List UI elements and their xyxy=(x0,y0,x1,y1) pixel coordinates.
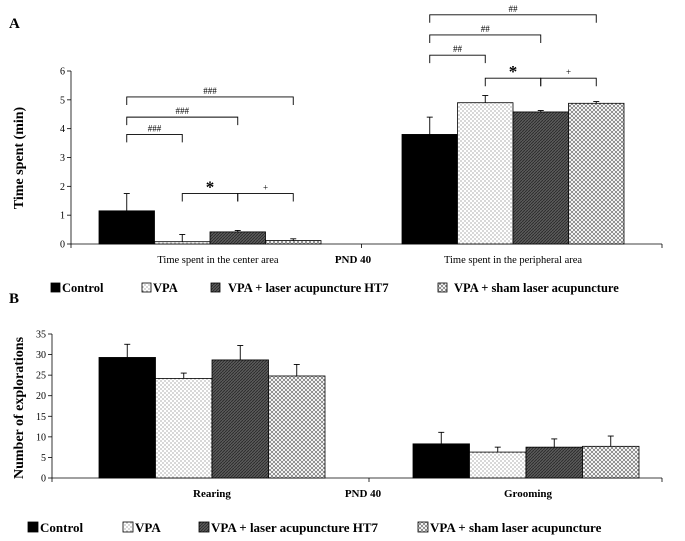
y-tick-label: 1 xyxy=(60,211,65,222)
significance-label: + xyxy=(263,183,268,193)
panel-b-label: B xyxy=(9,291,19,307)
panel-a-category-peripheral: Time spent in the peripheral area xyxy=(444,255,582,266)
panel-a-bars xyxy=(98,95,625,245)
legend-a-laser: VPA + laser acupuncture HT7 xyxy=(228,281,389,295)
significance-bracket xyxy=(429,14,597,23)
significance-bracket xyxy=(429,54,486,64)
bar-control-0 xyxy=(98,210,155,245)
panel-b-category-rearing: Rearing xyxy=(193,488,231,500)
panel-b-bars xyxy=(98,343,640,479)
legend-b-sham: VPA + sham laser acupuncture xyxy=(430,520,602,535)
bar-vpa-0 xyxy=(154,241,211,245)
panel-b-category-grooming: Grooming xyxy=(504,488,553,500)
y-tick-label: 0 xyxy=(41,474,46,485)
panel-a-y-axis-title: Time spent (min) xyxy=(12,106,27,209)
y-tick-label: 5 xyxy=(41,453,46,464)
legend-b-swatch-vpa xyxy=(122,521,134,533)
bar-vpa-0 xyxy=(155,378,213,479)
legend-b-swatch-sham xyxy=(417,521,429,533)
bar-control-0 xyxy=(98,357,156,479)
legend-a-control: Control xyxy=(62,281,104,295)
legend-b-swatch-laser xyxy=(198,521,210,533)
y-tick-label: 2 xyxy=(60,182,65,193)
significance-label: ## xyxy=(481,24,491,34)
y-tick-label: 20 xyxy=(36,391,46,402)
y-tick-label: 35 xyxy=(36,330,46,341)
y-tick-label: 4 xyxy=(60,124,65,135)
bar-vpa-sham-laser-acupuncture-0 xyxy=(265,240,322,245)
significance-label: * xyxy=(509,62,518,81)
legend-a-vpa: VPA xyxy=(153,281,178,295)
bar-vpa-laser-acupuncture-ht7-1 xyxy=(512,111,569,245)
panel-a-legend: Control VPA VPA + laser acupuncture HT7 … xyxy=(50,281,619,295)
bar-vpa-sham-laser-acupuncture-1 xyxy=(582,445,640,479)
significance-bracket xyxy=(237,193,294,202)
panel-a-category-center: Time spent in the center area xyxy=(157,255,279,266)
significance-label: ### xyxy=(148,123,162,133)
significance-label: ### xyxy=(176,106,190,116)
bar-vpa-1 xyxy=(469,451,527,479)
significance-label: + xyxy=(566,67,571,77)
y-tick-label: 25 xyxy=(36,371,46,382)
panel-a-x-axis-title: PND 40 xyxy=(335,254,372,266)
significance-label: ## xyxy=(453,44,463,54)
legend-a-swatch-control xyxy=(50,282,61,293)
significance-label: ### xyxy=(203,86,217,96)
significance-bracket xyxy=(126,116,239,126)
y-tick-label: 30 xyxy=(36,350,46,361)
bar-vpa-1 xyxy=(457,102,514,245)
y-tick-label: 6 xyxy=(60,67,65,78)
panel-b-legend: Control VPA VPA + laser acupuncture HT7 … xyxy=(27,520,602,535)
significance-bracket xyxy=(126,96,294,105)
bar-vpa-laser-acupuncture-ht7-0 xyxy=(211,359,269,479)
significance-bracket xyxy=(126,133,183,143)
significance-label: * xyxy=(206,178,215,197)
panel-b-x-axis-title: PND 40 xyxy=(345,488,382,500)
legend-a-swatch-sham xyxy=(437,282,448,293)
panel-a-label: A xyxy=(9,16,20,32)
legend-b-laser: VPA + laser acupuncture HT7 xyxy=(211,520,379,535)
y-tick-label: 10 xyxy=(36,432,46,443)
significance-label: ## xyxy=(509,4,519,14)
bar-vpa-laser-acupuncture-ht7-1 xyxy=(525,446,583,479)
bar-vpa-laser-acupuncture-ht7-0 xyxy=(209,231,266,245)
panel-a-significance: #########* +######* + xyxy=(126,4,597,202)
bar-control-1 xyxy=(401,134,458,245)
legend-b-swatch-control xyxy=(27,521,39,533)
panel-b-y-axis-title: Number of explorations xyxy=(12,336,27,479)
y-tick-label: 5 xyxy=(60,95,65,106)
bar-vpa-sham-laser-acupuncture-1 xyxy=(568,102,625,245)
significance-bracket xyxy=(429,34,542,43)
legend-b-control: Control xyxy=(40,520,83,535)
bar-control-1 xyxy=(412,443,470,479)
y-tick-label: 3 xyxy=(60,153,65,164)
legend-b-vpa: VPA xyxy=(135,520,161,535)
legend-a-swatch-vpa xyxy=(141,282,152,293)
y-tick-label: 0 xyxy=(60,240,65,251)
bar-vpa-sham-laser-acupuncture-0 xyxy=(268,375,326,479)
significance-bracket xyxy=(540,77,597,87)
legend-a-swatch-laser xyxy=(210,282,221,293)
y-tick-label: 15 xyxy=(36,412,46,423)
legend-a-sham: VPA + sham laser acupuncture xyxy=(454,281,619,295)
